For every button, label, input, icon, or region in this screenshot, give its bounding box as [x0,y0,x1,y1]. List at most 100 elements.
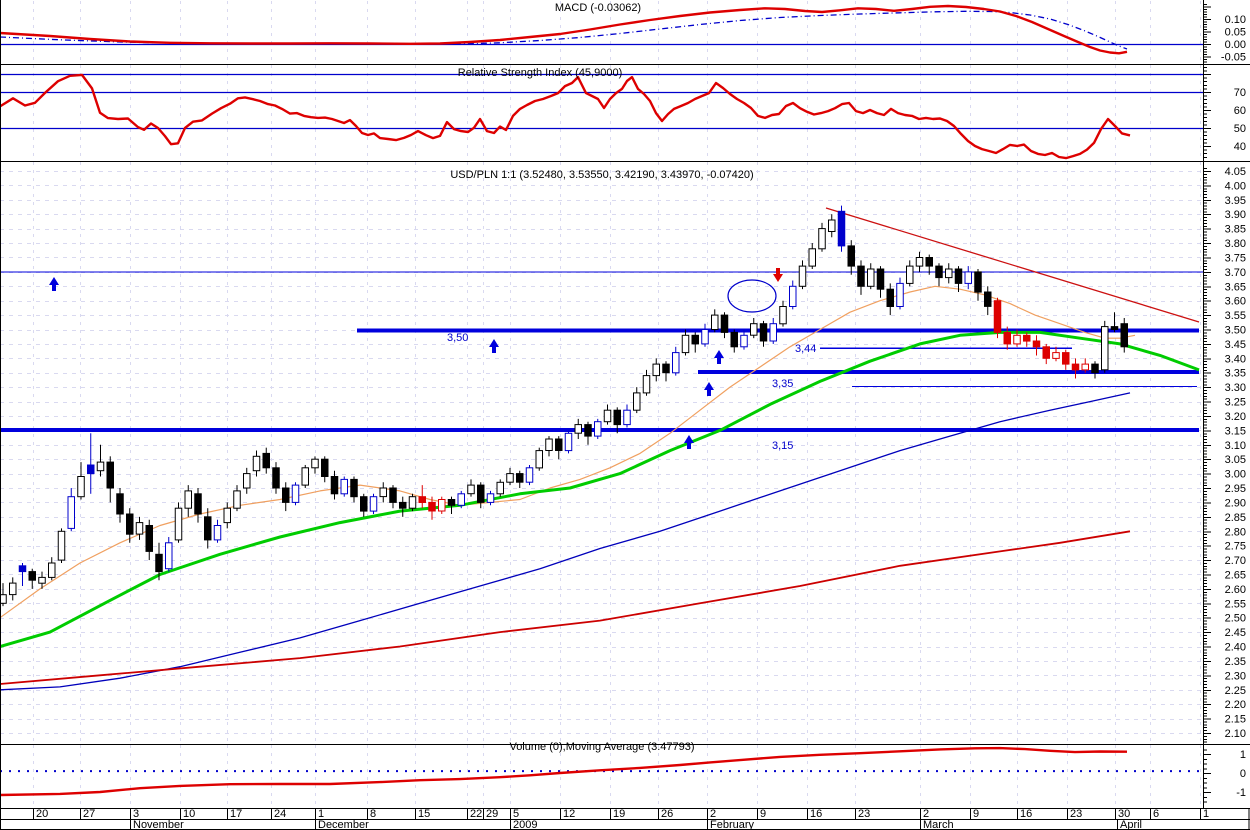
candle-body [1101,326,1109,371]
date-tick-label: 16 [810,808,822,820]
candle-body [964,271,972,284]
candle-body [38,576,46,584]
axis-tick-label: 3.00 [1225,469,1246,481]
candle-body [925,257,933,267]
candle-body [594,421,602,437]
candle-body [9,582,17,596]
axis-tick-label: 2.55 [1225,598,1246,610]
candle-body [399,501,407,509]
date-tick-label: 5 [513,808,519,820]
macd-signal-line [0,10,1128,50]
candle-body [584,424,592,437]
candle-body [974,271,982,293]
price-panel [0,207,1203,691]
axis-tick-label: 1 [1240,749,1246,761]
candle-body [691,334,699,345]
axis-tick-label: 60 [1234,105,1246,117]
candle-body [291,484,300,503]
axis-tick-label: 2.45 [1225,627,1246,639]
candle-body [993,300,1002,333]
candle-body [701,329,709,345]
date-tick-label: 23 [858,808,870,820]
candle-body [1110,326,1119,331]
candle-body [672,352,680,374]
axis-tick-label: 3.35 [1225,368,1246,380]
axis-tick-label: 2.20 [1225,699,1246,711]
candle-body [1003,331,1011,345]
candle-body [1091,363,1099,374]
date-tick-label: 23 [1070,808,1082,820]
ma-fast [0,285,1136,619]
axis-tick-label: 4.05 [1225,166,1246,178]
axis-tick-label: 2.35 [1225,656,1246,668]
month-label: 2009 [513,819,537,830]
candle-body [155,553,163,573]
candle-body [447,499,456,506]
candle-body [126,513,134,535]
candle-body [506,473,514,483]
axis-tick-label: 2.65 [1225,569,1246,581]
candle-body [808,248,816,267]
gridlines [0,1,1203,807]
date-tick-label: 12 [563,808,575,820]
ma-medium [0,330,1200,648]
price-level-label: 3,44 [795,343,816,355]
candle-body [711,314,719,331]
axis-tick-label: 3.05 [1225,454,1246,466]
date-tick-label: 9 [973,808,979,820]
candle-body [633,392,641,411]
candle-body [438,499,446,512]
candle-body [1071,363,1080,371]
candle-body [360,496,368,512]
ma-slow [0,392,1131,691]
candle-body [1052,352,1060,359]
rsi-line [0,73,1131,160]
price-level-label: 3,50 [447,332,468,344]
candle-body [603,409,612,423]
candle-body [77,476,85,498]
candle-body [243,473,251,489]
candle-body [984,291,992,307]
candle-body [96,461,105,472]
candle-body [876,268,885,290]
candle-body [116,493,124,515]
candle-body [194,493,202,515]
axis-tick-label: 40 [1234,141,1246,153]
candle-body [389,487,397,503]
candle-body [798,265,807,287]
date-tick-label: 10 [183,808,195,820]
axis-tick-label: 2.75 [1225,541,1246,553]
candle-body [837,210,846,247]
date-tick-label: 9 [760,808,766,820]
date-tick-label: 22 [470,808,482,820]
date-tick-label: 29 [486,808,498,820]
candle-body [477,484,485,503]
candle-body [915,257,924,267]
candle-body [204,516,212,541]
axis-tick-label: 4.00 [1225,180,1246,192]
date-tick-label: 16 [1020,808,1032,820]
candle-body [652,363,660,377]
candle-body [642,375,651,394]
candle-body [779,306,787,325]
candle-body [545,438,553,451]
y-axes: 0.100.050.00-0.05 70 60 50 40 2.10 2.15 2.20 2.2… [1203,4,1246,803]
axis-tick-label: 2.90 [1225,497,1246,509]
candle-body [467,484,475,495]
axis-tick-label: -1 [1236,787,1246,799]
candle-body [555,438,563,451]
up-arrow [489,339,499,353]
candle-body [87,464,95,475]
candle-body [184,490,192,509]
candle-body [1032,340,1041,348]
axis-tick-label: 2.70 [1225,555,1246,567]
axis-tick-label: 2.80 [1225,526,1246,538]
candle-body [301,467,309,486]
up-arrow [714,350,724,364]
candle-body [1062,352,1070,365]
candle-body [847,245,855,267]
axis-tick-label: 2.10 [1225,728,1246,740]
candle-body [886,288,894,308]
axis-tick-label: 3.10 [1225,440,1246,452]
